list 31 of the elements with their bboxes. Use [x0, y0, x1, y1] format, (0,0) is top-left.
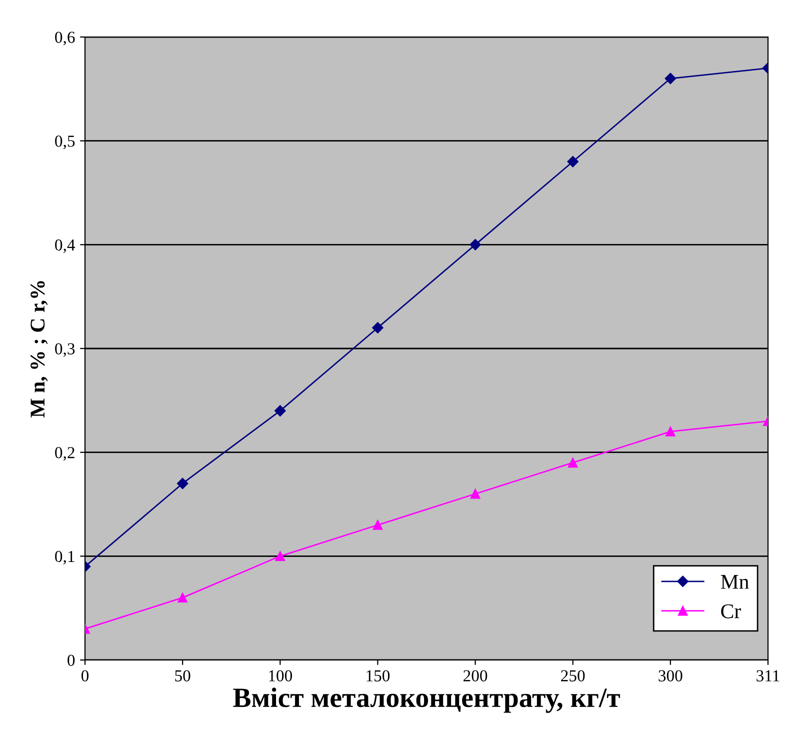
point [178, 592, 188, 603]
point [567, 156, 578, 168]
x-tick-label: 200 [464, 670, 488, 682]
legend-label: Cr [721, 604, 741, 618]
y-tick-label: 0,4 [55, 239, 76, 254]
x-tick-label: 150 [366, 670, 390, 682]
point [372, 520, 383, 530]
point [664, 72, 676, 84]
point [274, 405, 286, 416]
point [470, 489, 480, 499]
point [666, 426, 676, 436]
y-tick-label: 0,3 [55, 343, 75, 357]
y-tick-label: 0 [68, 654, 75, 666]
point [470, 239, 481, 250]
point [275, 551, 286, 562]
x-tick-label: 311 [756, 670, 780, 682]
x-tick-label: 0 [81, 670, 89, 682]
x-tick-label: 250 [561, 670, 585, 682]
point [568, 458, 578, 468]
y-tick-label: 0,6 [55, 32, 75, 46]
legend-label: Mn [720, 575, 749, 589]
x-axis-title: Вміст металоконцентрату, кг/т [233, 688, 620, 713]
y-tick-label: 0,1 [55, 550, 74, 565]
point [372, 322, 384, 334]
y-tick-label: 0,5 [55, 136, 75, 150]
y-axis-title: M n, % ; C r,% [30, 281, 48, 418]
x-tick-label: 50 [175, 670, 190, 682]
point [176, 478, 188, 490]
x-tick-label: 300 [658, 670, 682, 682]
x-tick-label: 100 [269, 670, 292, 682]
y-tick-label: 0,2 [55, 447, 74, 461]
